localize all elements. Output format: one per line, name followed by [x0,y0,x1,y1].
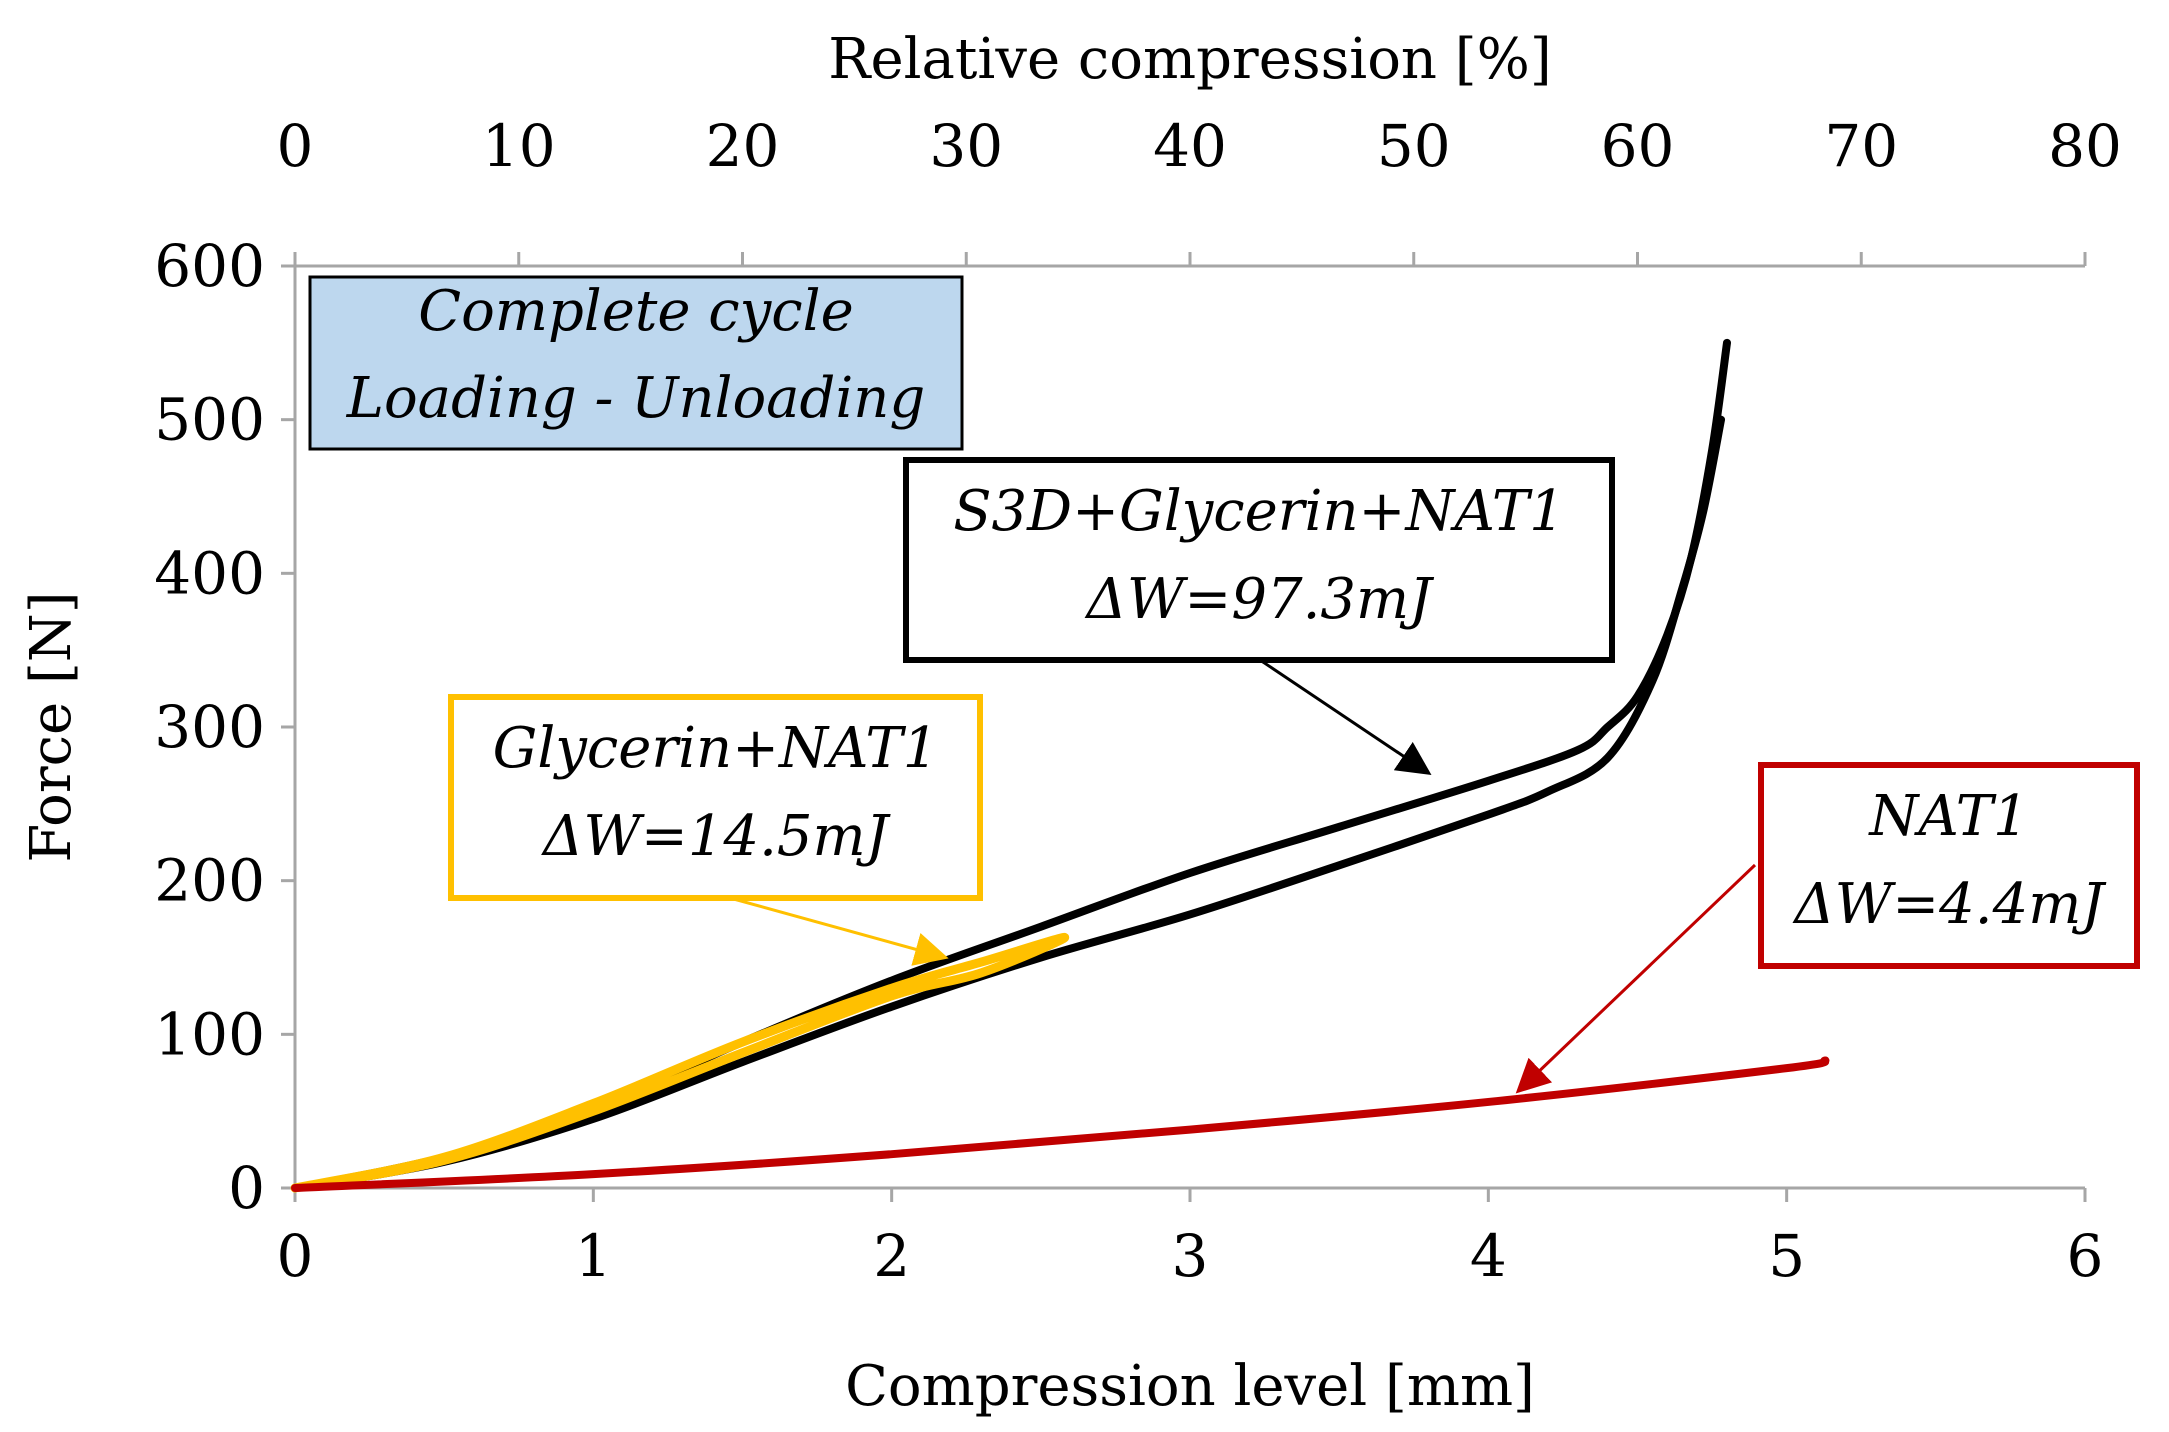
x-tick-label: 2 [873,1222,910,1290]
series-line-nat1 [291,1056,1830,1192]
annotation-glycerin-box [448,694,983,901]
x2-tick-label: 80 [2048,112,2122,180]
annotation-nat1-arrow [1515,863,1757,1094]
annotation-nat1-line-2: ΔW=4.4mJ [1792,872,2107,937]
y-tick-label: 300 [154,693,265,761]
y-tick-label: 0 [228,1154,265,1222]
x-tick-label: 3 [1172,1222,1209,1290]
x-tick-label: 6 [2067,1222,2104,1290]
annotation-glycerin-line-1: Glycerin+NAT1 [493,716,939,781]
x2-tick-label: 40 [1153,112,1227,180]
y-tick-label: 600 [154,232,265,300]
x2-tick-label: 10 [482,112,556,180]
annotation-cycle-line-1: Complete cycle [418,279,853,344]
annotation-nat1-box [1758,762,2140,969]
x-axis-title: Compression level [mm] [845,1354,1535,1419]
x2-tick-label: 50 [1377,112,1451,180]
x2-tick-label: 30 [929,112,1003,180]
x-tick-label: 5 [1768,1222,1805,1290]
annotation-glycerin-arrow [729,896,949,966]
y-tick-label: 500 [154,386,265,454]
annotation-cycle-box [308,275,964,451]
y-axis-title: Force [N] [19,591,84,862]
annotation-s3d-line-1: S3D+Glycerin+NAT1 [953,479,1565,544]
x-tick-label: 1 [575,1222,612,1290]
y-tick-label: 200 [154,847,265,915]
annotation-cycle-line-2: Loading - Unloading [346,366,925,431]
y-tick-label: 100 [154,1000,265,1068]
y-tick-label: 400 [154,539,265,607]
annotation-s3d-arrow [1259,658,1432,775]
annotation-nat1-line-1: NAT1 [1867,784,2028,849]
x2-tick-label: 70 [1824,112,1898,180]
annotation-s3d-line-2: ΔW=97.3mJ [1084,567,1435,632]
x-tick-label: 0 [277,1222,314,1290]
annotation-glycerin-line-2: ΔW=14.5mJ [541,804,892,869]
annotation-s3d-box [903,457,1615,663]
series-line-glycerin-nat1 [290,933,1070,1193]
x2-tick-label: 60 [1601,112,1675,180]
x2-tick-label: 20 [706,112,780,180]
x2-axis-title: Relative compression [%] [828,27,1551,92]
x2-tick-label: 0 [277,112,314,180]
x-tick-label: 4 [1470,1222,1507,1290]
